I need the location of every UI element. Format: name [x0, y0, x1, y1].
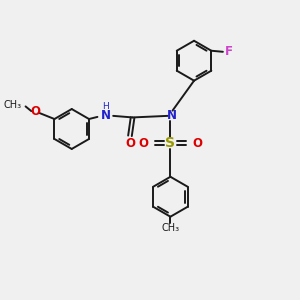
Text: S: S [165, 136, 176, 150]
Text: F: F [225, 45, 233, 58]
Text: N: N [167, 110, 176, 122]
Text: CH₃: CH₃ [4, 100, 22, 110]
Text: O: O [30, 105, 40, 118]
Text: O: O [193, 137, 203, 150]
Text: O: O [125, 137, 135, 150]
Text: O: O [138, 137, 148, 150]
Text: H: H [102, 102, 109, 111]
Text: CH₃: CH₃ [161, 223, 179, 233]
Text: N: N [101, 109, 111, 122]
